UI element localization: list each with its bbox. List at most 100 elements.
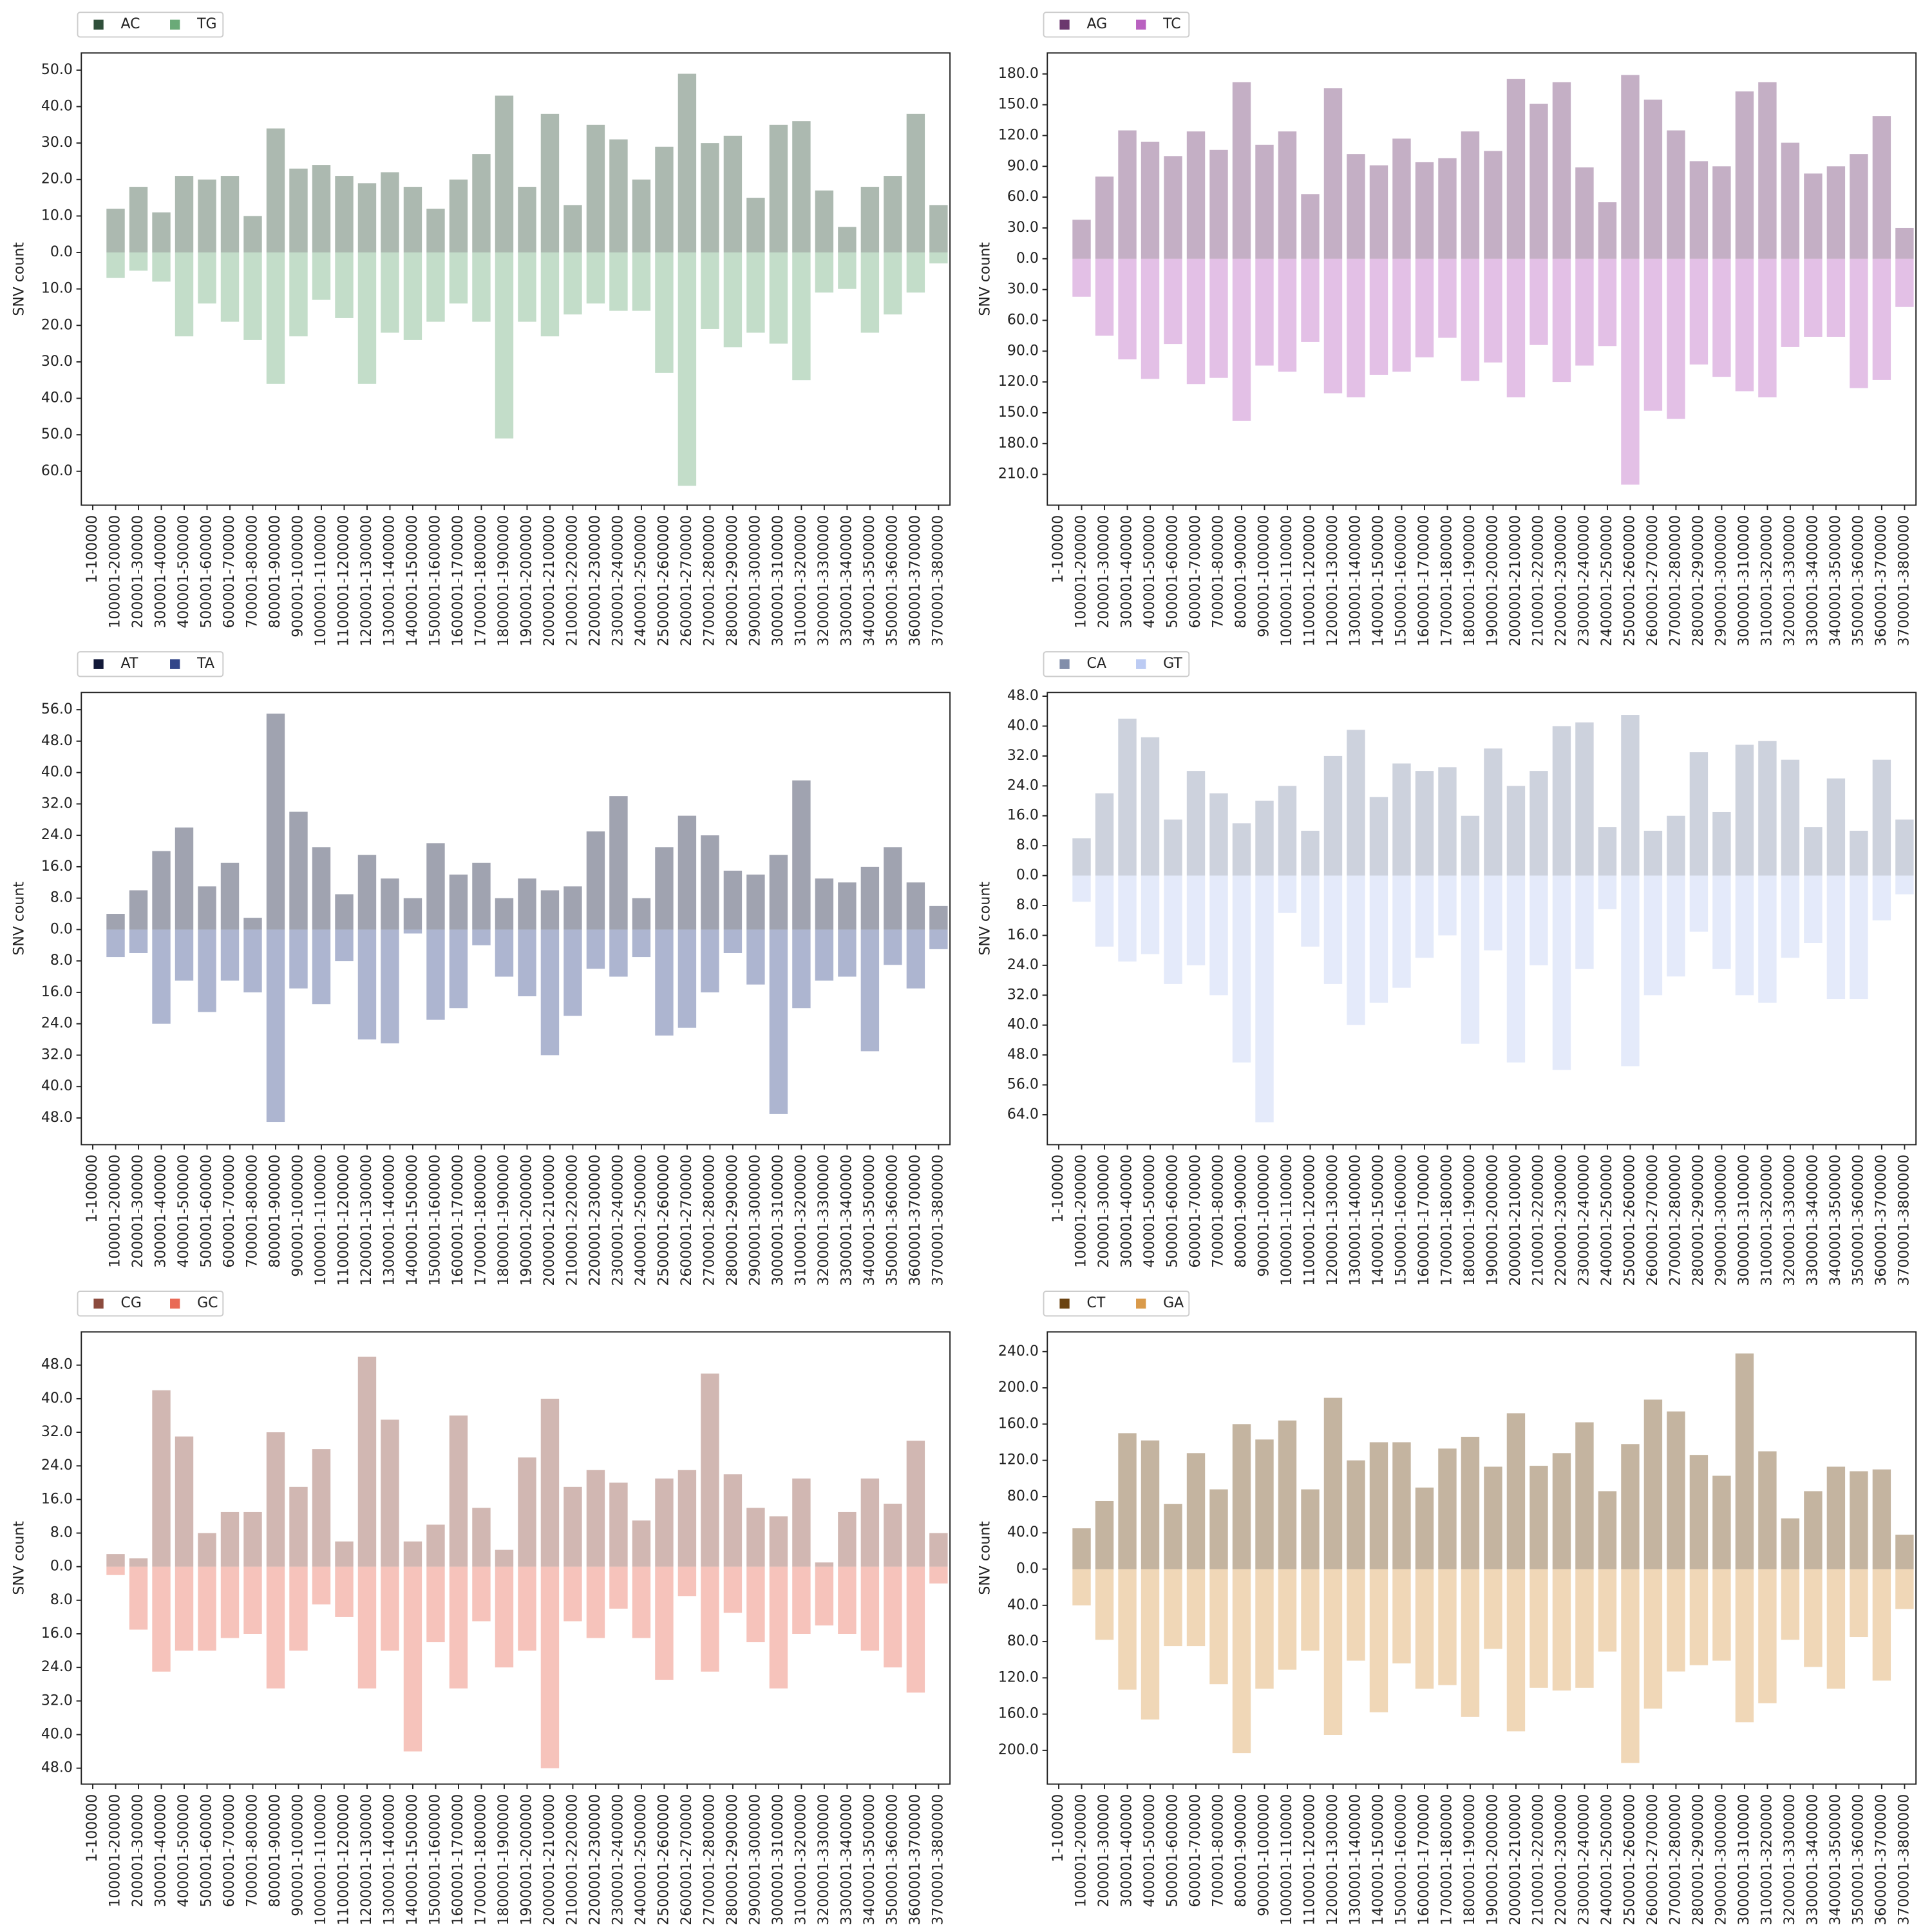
bar	[838, 1511, 857, 1567]
y-tick-label: 56.0	[41, 701, 73, 717]
x-tick-label: 500001-600000	[199, 1794, 215, 1908]
bar	[1758, 1451, 1777, 1569]
x-tick-label: 2700001-2800000	[701, 1155, 717, 1286]
bar	[403, 187, 422, 253]
bar	[815, 1566, 834, 1625]
bar	[1278, 131, 1297, 259]
bar	[1255, 875, 1274, 1122]
x-tick-label: 400001-500000	[1142, 515, 1158, 629]
bar	[1895, 1569, 1914, 1609]
bar	[1278, 786, 1297, 876]
y-tick-label: 150.0	[998, 97, 1039, 113]
y-tick-label: 32.0	[1007, 987, 1039, 1003]
bar	[1689, 1455, 1709, 1569]
x-tick-label: 3700001-3800000	[1896, 1155, 1912, 1286]
bar	[1506, 79, 1526, 259]
x-tick-label: 300001-400000	[1119, 1155, 1135, 1268]
bar	[1095, 793, 1114, 876]
bar	[1278, 875, 1297, 913]
x-tick-label: 3300001-3400000	[838, 515, 855, 647]
bar	[1712, 875, 1731, 969]
bar	[929, 1533, 948, 1567]
bar	[1118, 1569, 1137, 1690]
bar	[906, 929, 925, 989]
bar	[1461, 131, 1480, 259]
bar	[1347, 730, 1365, 876]
bar	[1643, 1569, 1663, 1709]
bar	[906, 1566, 925, 1693]
bar	[586, 1566, 605, 1638]
y-tick-label: 80.0	[1007, 1488, 1039, 1504]
y-tick-label: 16.0	[1007, 808, 1039, 824]
bar	[769, 929, 788, 1114]
y-tick-label: 40.0	[41, 1726, 73, 1742]
bar	[1735, 1569, 1754, 1723]
bar	[723, 135, 743, 253]
x-tick-label: 2300001-2400000	[610, 1155, 626, 1286]
bar	[815, 1562, 834, 1567]
bar	[1164, 819, 1182, 876]
x-tick-label: 1-100000	[1050, 1155, 1066, 1223]
bar	[1369, 875, 1388, 1003]
x-tick-label: 3400001-3500000	[1828, 1155, 1844, 1286]
bar	[1689, 1569, 1709, 1665]
bar	[472, 862, 491, 930]
bar	[1392, 258, 1411, 372]
x-tick-label: 1200001-1300000	[359, 1794, 375, 1926]
y-tick-label: 40.0	[41, 99, 73, 115]
bar	[1141, 142, 1160, 259]
bar	[1415, 875, 1434, 958]
legend-swatch	[93, 19, 104, 30]
x-tick-label: 1900001-2000000	[518, 1794, 535, 1926]
x-tick-label: 1900001-2000000	[1484, 1155, 1501, 1286]
legend-box	[1043, 12, 1190, 38]
x-tick-label: 1900001-2000000	[1484, 515, 1501, 647]
x-tick-label: 2500001-2600000	[656, 515, 672, 647]
bar	[1895, 875, 1914, 895]
x-tick-label: 400001-500000	[1142, 1794, 1158, 1908]
x-tick-label: 3500001-3600000	[884, 515, 900, 647]
x-tick-label: 1600001-1700000	[450, 1794, 466, 1926]
bar	[198, 1566, 216, 1651]
y-tick-label: 180.0	[998, 435, 1039, 451]
x-tick-label: 1500001-1600000	[427, 1155, 443, 1286]
bar	[1118, 1433, 1137, 1569]
y-tick-label: 30.0	[41, 354, 73, 370]
x-tick-label: 1700001-1800000	[473, 515, 489, 647]
x-tick-label: 600001-700000	[1188, 1155, 1204, 1268]
bar	[243, 216, 262, 253]
bar	[1506, 258, 1526, 398]
bar	[677, 252, 697, 486]
bar	[175, 252, 194, 337]
x-tick-label: 3200001-3300000	[816, 515, 832, 647]
x-tick-label: 900001-1000000	[290, 1155, 306, 1277]
y-tick-label: 50.0	[41, 62, 73, 78]
bar	[106, 914, 125, 930]
x-tick-label: 1100001-1200000	[1302, 515, 1318, 647]
bar	[609, 796, 628, 930]
bar	[495, 95, 514, 253]
x-tick-label: 2600001-2700000	[679, 1155, 695, 1286]
bar	[243, 918, 262, 930]
x-tick-label: 3700001-3800000	[1896, 515, 1912, 647]
bar	[1850, 1471, 1868, 1569]
bar	[152, 929, 171, 1024]
plot-frame	[80, 52, 951, 506]
y-axis-label: SNV count	[978, 882, 994, 956]
x-tick-label: 2700001-2800000	[701, 515, 717, 647]
chart: AT TA 56.0 48.0 40.0 32.0 24.0 16.0 8.0 0.0 8.0 16.…	[12, 651, 951, 1286]
bar	[1826, 1569, 1846, 1689]
bar	[609, 1566, 628, 1609]
x-tick-label: 3200001-3300000	[816, 1794, 832, 1926]
bar	[860, 866, 880, 930]
bar	[1392, 1569, 1411, 1663]
bar	[701, 1566, 719, 1672]
x-tick-label: 500001-600000	[199, 1155, 215, 1268]
x-tick-label: 1100001-1200000	[336, 1155, 352, 1286]
x-tick-label: 3100001-3200000	[1759, 1155, 1775, 1286]
x-tick-label: 300001-400000	[153, 1155, 169, 1268]
bar	[289, 1566, 308, 1651]
x-tick-label: 100001-200000	[1074, 515, 1090, 629]
bar	[884, 1566, 902, 1668]
